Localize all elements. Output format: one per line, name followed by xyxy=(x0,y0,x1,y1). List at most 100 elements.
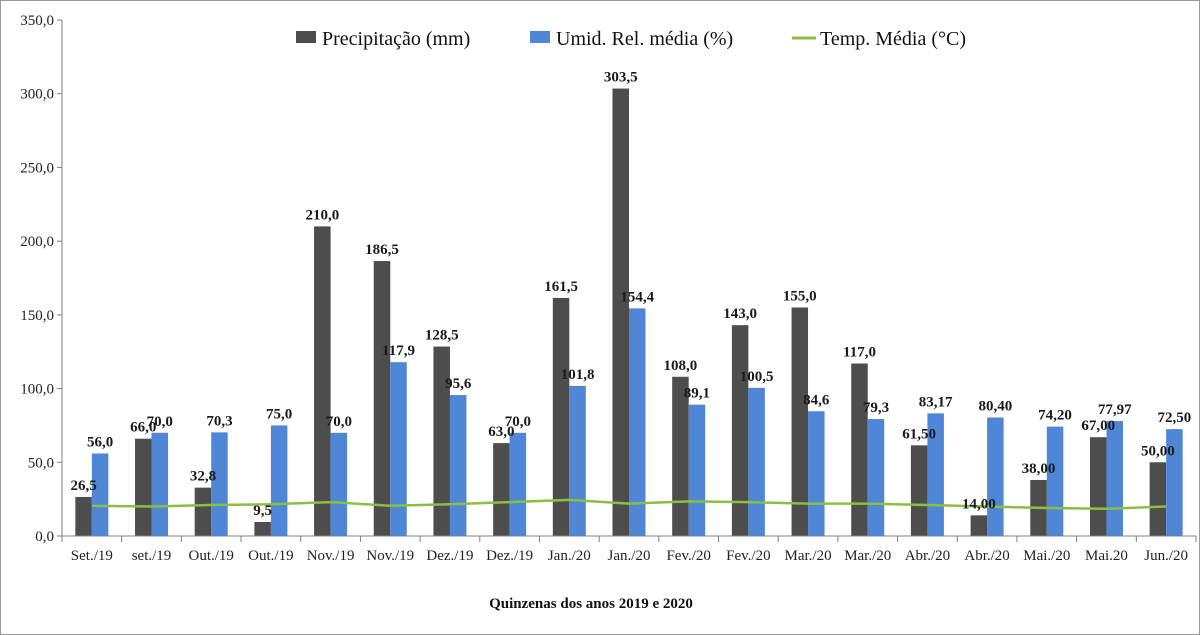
y-tick-label: 0,0 xyxy=(35,529,54,545)
humidity-data-label: 80,40 xyxy=(978,398,1012,414)
precipitation-data-label: 108,0 xyxy=(664,358,698,374)
precipitation-bar xyxy=(791,307,809,536)
humidity-bar xyxy=(270,425,288,536)
legend-label: Temp. Média (°C) xyxy=(820,28,966,50)
x-tick-label: Set./19 xyxy=(71,548,113,564)
humidity-data-label: 89,1 xyxy=(684,386,710,402)
y-tick-label: 200,0 xyxy=(20,234,54,250)
humidity-bar xyxy=(91,453,109,536)
humidity-data-label: 83,17 xyxy=(919,394,953,410)
x-tick-label: Mar./20 xyxy=(844,548,891,564)
precipitation-data-label: 32,8 xyxy=(190,469,216,485)
legend-temperature: Temp. Média (°C) xyxy=(792,28,966,50)
precipitation-bar xyxy=(910,445,928,536)
humidity-data-label: 79,3 xyxy=(863,400,889,416)
x-tick-label: Dez./19 xyxy=(486,548,533,564)
precipitation-data-label: 186,5 xyxy=(365,242,399,258)
temperature-line xyxy=(91,498,1167,510)
humidity-data-label: 72,50 xyxy=(1158,410,1192,426)
x-tick-label: set./19 xyxy=(132,548,172,564)
humidity-data-label: 74,20 xyxy=(1038,408,1072,424)
x-tick-label: Abr./20 xyxy=(905,548,950,564)
precipitation-bar xyxy=(373,261,391,536)
humidity-bar xyxy=(688,404,706,536)
precipitation-bar xyxy=(433,346,450,536)
humidity-data-label: 70,0 xyxy=(505,414,531,430)
y-tick-label: 350,0 xyxy=(20,13,54,29)
humidity-bar xyxy=(1106,421,1123,536)
legend: Precipitação (mm) Umid. Rel. média (%) Tem… xyxy=(296,28,966,50)
precipitation-bar xyxy=(493,443,510,536)
x-tick-label: Out./19 xyxy=(248,548,293,564)
x-tick-label: Jan./20 xyxy=(608,548,651,564)
humidity-data-label: 70,3 xyxy=(206,413,232,429)
legend-humidity: Umid. Rel. média (%) xyxy=(530,28,733,50)
humidity-bar xyxy=(808,411,825,536)
humidity-bar xyxy=(509,432,527,536)
humidity-data-label: 84,6 xyxy=(803,392,830,408)
legend-label: Umid. Rel. média (%) xyxy=(556,28,733,50)
precipitation-data-label: 9,5 xyxy=(253,503,272,519)
precipitation-data-label: 26,5 xyxy=(70,478,96,494)
x-tick-label: Fev./20 xyxy=(726,548,770,564)
precipitation-data-label: 66,0 xyxy=(130,420,156,436)
precipitation-data-label: 210,0 xyxy=(305,207,339,223)
precipitation-bar xyxy=(851,363,868,536)
legend-precipitation: Precipitação (mm) xyxy=(296,28,470,50)
legend-swatch xyxy=(530,31,550,43)
humidity-bar xyxy=(330,432,348,536)
precipitation-bar xyxy=(672,376,689,536)
humidity-bar xyxy=(1046,426,1064,536)
y-tick-label: 100,0 xyxy=(20,382,54,398)
humidity-bar xyxy=(211,432,228,536)
bars xyxy=(75,88,1183,536)
x-axis: Set./19 set./19 Out./19 Out./19 Nov./19 Nov./… xyxy=(61,535,1197,564)
humidity-data-label: 77,97 xyxy=(1098,402,1132,418)
legend-label: Precipitação (mm) xyxy=(322,28,470,50)
humidity-data-label: 101,8 xyxy=(561,367,595,383)
y-axis: 0,0 50,0 100,0 150,0 200,0 250,0 300,0 350,0 xyxy=(20,13,63,545)
humidity-bar xyxy=(867,419,885,536)
humidity-data-label: 154,4 xyxy=(620,289,654,305)
precipitation-data-label: 63,0 xyxy=(488,424,514,440)
y-tick-label: 300,0 xyxy=(20,87,54,103)
precipitation-bar xyxy=(1149,462,1167,536)
precipitation-data-label: 117,0 xyxy=(843,345,876,361)
y-tick-label: 50,0 xyxy=(28,455,54,471)
x-tick-label: Mai./20 xyxy=(1023,548,1070,564)
x-tick-label: Jun./20 xyxy=(1144,548,1188,564)
precipitation-bar xyxy=(135,438,152,536)
x-tick-label: Out./19 xyxy=(188,548,233,564)
humidity-data-label: 70,0 xyxy=(326,414,352,430)
humidity-bar xyxy=(629,308,646,536)
humidity-bar xyxy=(987,417,1004,536)
precipitation-data-label: 67,00 xyxy=(1081,418,1115,434)
precipitation-data-label: 61,50 xyxy=(902,426,936,442)
humidity-data-label: 75,0 xyxy=(266,406,292,422)
y-tick-label: 150,0 xyxy=(20,308,54,324)
humidity-data-label: 117,9 xyxy=(382,343,415,359)
humidity-data-label: 100,5 xyxy=(740,369,774,385)
humidity-bar xyxy=(449,395,467,536)
humidity-bar xyxy=(390,362,407,536)
x-axis-title: Quinzenas dos anos 2019 e 2020 xyxy=(489,596,693,612)
x-tick-label: Dez./19 xyxy=(426,548,473,564)
precipitation-bar xyxy=(314,226,331,536)
x-tick-label: Jan./20 xyxy=(548,548,591,564)
precipitation-bar xyxy=(194,487,212,536)
precipitation-data-label: 14,00 xyxy=(962,496,996,512)
humidity-bar xyxy=(1166,429,1183,536)
precipitation-data-label: 303,5 xyxy=(604,70,638,86)
humidity-bar xyxy=(569,385,586,536)
precipitation-bar xyxy=(75,496,92,536)
precipitation-bar xyxy=(731,325,749,536)
x-tick-label: Nov./19 xyxy=(366,548,414,564)
humidity-data-label: 95,6 xyxy=(445,376,472,392)
x-tick-label: Mai.20 xyxy=(1085,548,1128,564)
precipitation-data-label: 50,00 xyxy=(1141,443,1175,459)
precipitation-bar xyxy=(970,515,988,536)
precipitation-bar xyxy=(254,521,271,536)
precipitation-data-label: 155,0 xyxy=(783,288,817,304)
precipitation-data-label: 161,5 xyxy=(544,279,578,295)
precipitation-bar xyxy=(612,88,629,536)
